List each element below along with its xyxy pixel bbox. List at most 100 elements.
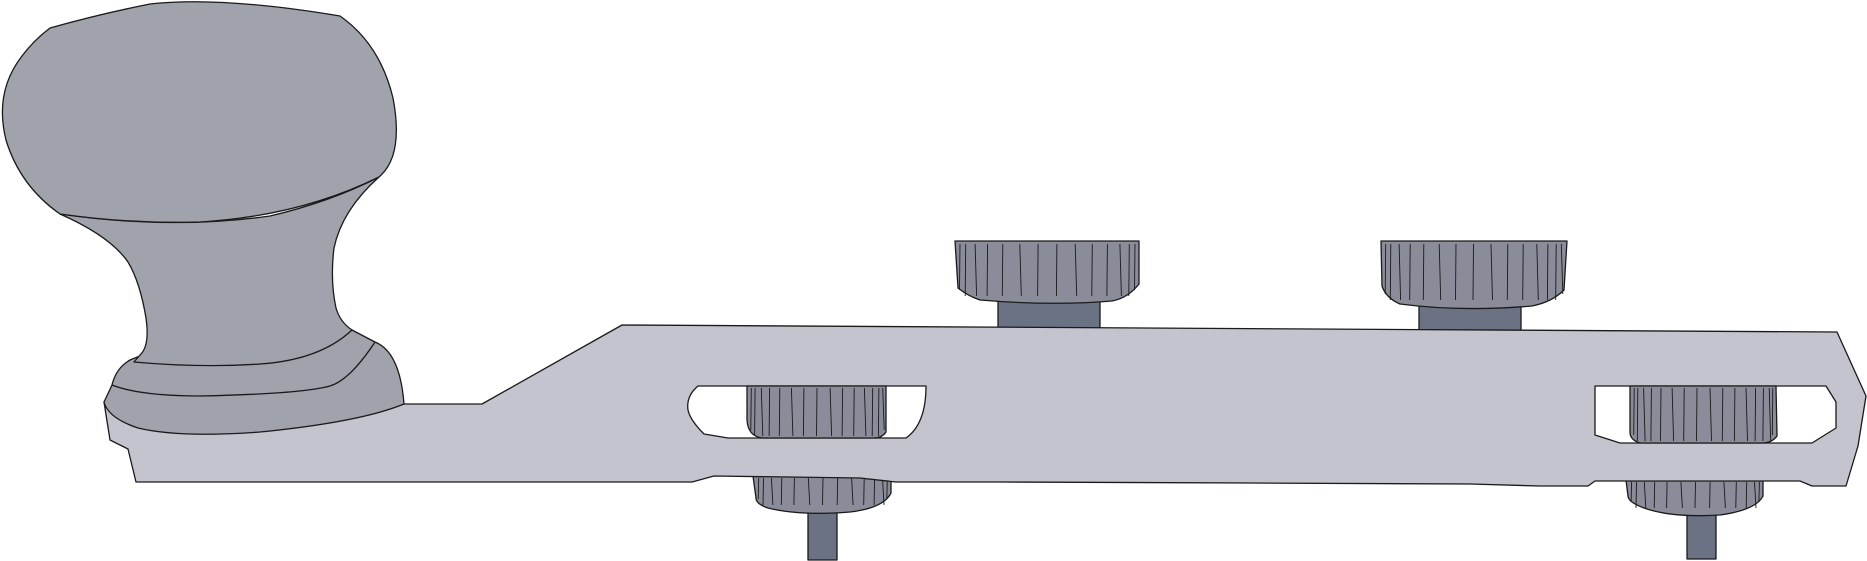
slot-right-knurl-ridge [1636, 387, 1639, 442]
top-knob-right-knurl-ridge [1384, 243, 1387, 295]
top-knob-left-knurl-ridge [1074, 243, 1078, 297]
top-knob-left-knurl-ridge [1119, 243, 1122, 297]
top-knob-right-knurl-ridge [1409, 243, 1411, 301]
slot-left-knurl-ridge [853, 387, 855, 437]
slot-right-knurl-ridge [1660, 387, 1662, 442]
top-knob-right-knurl-ridge [1472, 243, 1474, 301]
top-knob-right-knurl-ridge [1490, 243, 1493, 301]
handle-neck [59, 176, 380, 367]
bottom-knob-right-knurl-ridge [1694, 481, 1696, 509]
bottom-knob-left-knurl-ridge [780, 477, 783, 506]
top-knob-left-knurl [959, 243, 1136, 297]
bottom-knob-left-knurl-ridge [793, 477, 795, 506]
top-knob-right-knurl-ridge [1389, 243, 1392, 301]
slot-right-knurl-ridge [1771, 387, 1774, 436]
top-knob-right-knurl-ridge [1536, 243, 1539, 301]
slot-left-knurl-ridge [863, 387, 867, 437]
slot-right-knurl-ridge [1721, 387, 1724, 442]
slot-left-knurl [750, 387, 885, 437]
handle-collar-line [111, 341, 376, 397]
top-knob-right [1380, 240, 1568, 333]
top-knob-right-knurl-ridge [1555, 243, 1557, 301]
bottom-knob-left-stem [807, 509, 838, 561]
bottom-knob-left-knurl-ridge [882, 477, 885, 506]
slot-left-knurl-ridge [802, 387, 805, 437]
slot-left-knurl-ridge [760, 387, 764, 437]
top-knob-left-knurl-ridge [1037, 243, 1039, 297]
bottom-knob-right-knurl-ridge [1709, 481, 1711, 509]
slot-left-knurl-ridge [750, 387, 752, 431]
bottom-knob-left-knurl-ridge [851, 477, 854, 506]
bottom-knob-right-knurl-ridge [1723, 481, 1726, 509]
slot-right [1594, 385, 1837, 444]
handle-grip [1, 1, 398, 223]
slot-right-knurl-ridge [1683, 387, 1685, 442]
handle [1, 1, 405, 435]
slot-left [687, 385, 927, 439]
top-knob-left [954, 240, 1140, 331]
bottom-knob-right-knurl-ridge [1630, 481, 1633, 503]
bottom-knob-left-knurl-ridge [807, 477, 811, 506]
slot-left-knurl-ridge [871, 387, 874, 437]
bottom-knob-right-knurl-ridge [1754, 481, 1757, 509]
bottom-knob-right-knurl-ridge [1735, 481, 1737, 509]
bottom-knob-right-knurl-ridge [1758, 481, 1760, 503]
bottom-knob-left-knurl-ridge [863, 477, 865, 506]
bottom-knob-right-head [1625, 479, 1764, 517]
slot-right-knob [1629, 385, 1778, 444]
slot-right-knurl-ridge [1768, 387, 1772, 442]
slot-left-knurl-ridge [816, 387, 818, 437]
bottom-knob-right-knurl-ridge [1680, 481, 1683, 509]
bottom-knob-right-knurl-ridge [1745, 481, 1748, 509]
slot-right-knurl-ridge [1754, 387, 1757, 442]
top-knob-left-knurl-ridge [986, 243, 989, 297]
top-knob-left-knurl-ridge [1128, 243, 1130, 297]
top-knob-left-knurl-ridge [1055, 243, 1058, 297]
slot-right-knurl-ridge [1671, 387, 1675, 442]
bottom-knob-left [752, 475, 892, 561]
top-knob-left-knurl-ridge [1019, 243, 1022, 297]
slot-left-knurl-ridge [754, 387, 756, 437]
top-knob-right-knurl-ridge [1522, 243, 1524, 301]
top-knob-right-head [1380, 240, 1568, 310]
bottom-knob-left-knurl-ridge [757, 477, 760, 500]
top-knob-right-knurl-ridge [1398, 243, 1402, 301]
top-knob-right-knurl-ridge [1422, 243, 1425, 301]
bottom-knob-left-knurl-ridge [836, 477, 839, 506]
top-knob-left-knurl-ridge [1134, 243, 1136, 291]
slot-right-knurl-ridge [1696, 387, 1698, 442]
bottom-knob-right-knurl-ridge [1666, 481, 1668, 509]
bottom-knob-left-knurl-ridge [873, 477, 876, 506]
top-knob-right-knurl-ridge [1455, 243, 1457, 301]
top-knob-right-knurl-ridge [1560, 243, 1564, 295]
top-knob-left-knurl-ridge [1001, 243, 1004, 297]
slot-left-knurl-ridge [882, 387, 885, 431]
slot-left-knurl-ridge [829, 387, 833, 437]
bottom-knob-right-knurl-ridge [1643, 481, 1647, 509]
top-knob-left-stem [997, 299, 1101, 331]
body-plate [103, 324, 1867, 487]
bottom-knob-right-knurl-ridge [1653, 481, 1656, 509]
top-knob-left-head [954, 240, 1140, 304]
top-knob-left-knurl-ridge [1091, 243, 1093, 297]
bottom-knob-right [1625, 479, 1764, 560]
slot-right-knurl [1633, 387, 1774, 442]
slot-right-knurl-ridge [1745, 387, 1748, 442]
top-knob-left-knurl-ridge [974, 243, 978, 297]
top-knob-left-knurl-ridge [959, 243, 961, 291]
slot-right-knurl-ridge [1643, 387, 1646, 442]
top-knob-left-knurl-ridge [964, 243, 967, 297]
bottom-knob-right-knurl [1630, 481, 1760, 509]
slot-left-knurl-ridge [790, 387, 794, 437]
slot-right-knurl-ridge [1633, 387, 1635, 436]
slot-left-knurl-ridge [877, 387, 880, 437]
slot-right-knurl-ridge [1762, 387, 1764, 442]
top-knob-right-knurl-ridge [1506, 243, 1509, 301]
slot-right-knurl-ridge [1733, 387, 1736, 442]
bottom-knob-left-head [752, 475, 892, 514]
top-knob-right-knurl [1384, 243, 1564, 301]
bottom-knob-right-knurl-ridge [1635, 481, 1637, 509]
slot-left-knurl-ridge [768, 387, 771, 437]
